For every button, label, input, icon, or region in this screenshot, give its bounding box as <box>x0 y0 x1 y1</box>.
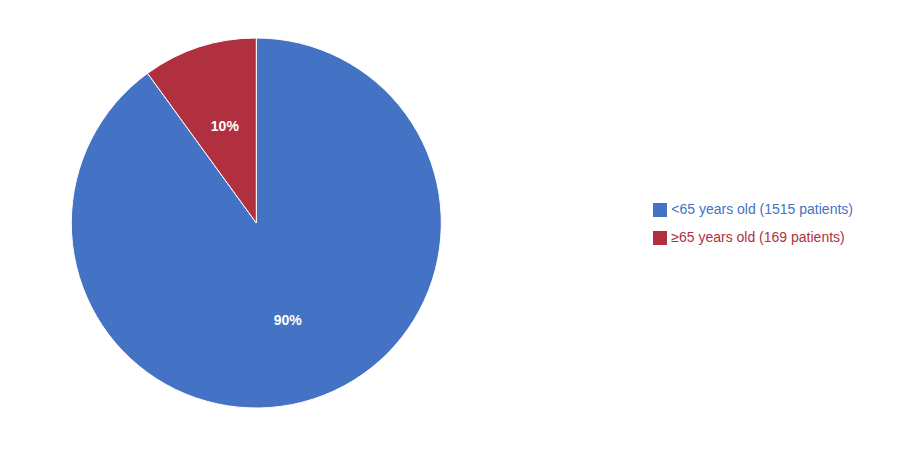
html-text:<65 years old (1515 patients): <65 years old (1515 patients) <box>671 201 853 217</box>
svg-text:90%: 90% <box>274 312 303 328</box>
svg-text:10%: 10% <box>211 118 240 134</box>
html-text:≥65 years old (169 patients): ≥65 years old (169 patients) <box>671 229 845 245</box>
